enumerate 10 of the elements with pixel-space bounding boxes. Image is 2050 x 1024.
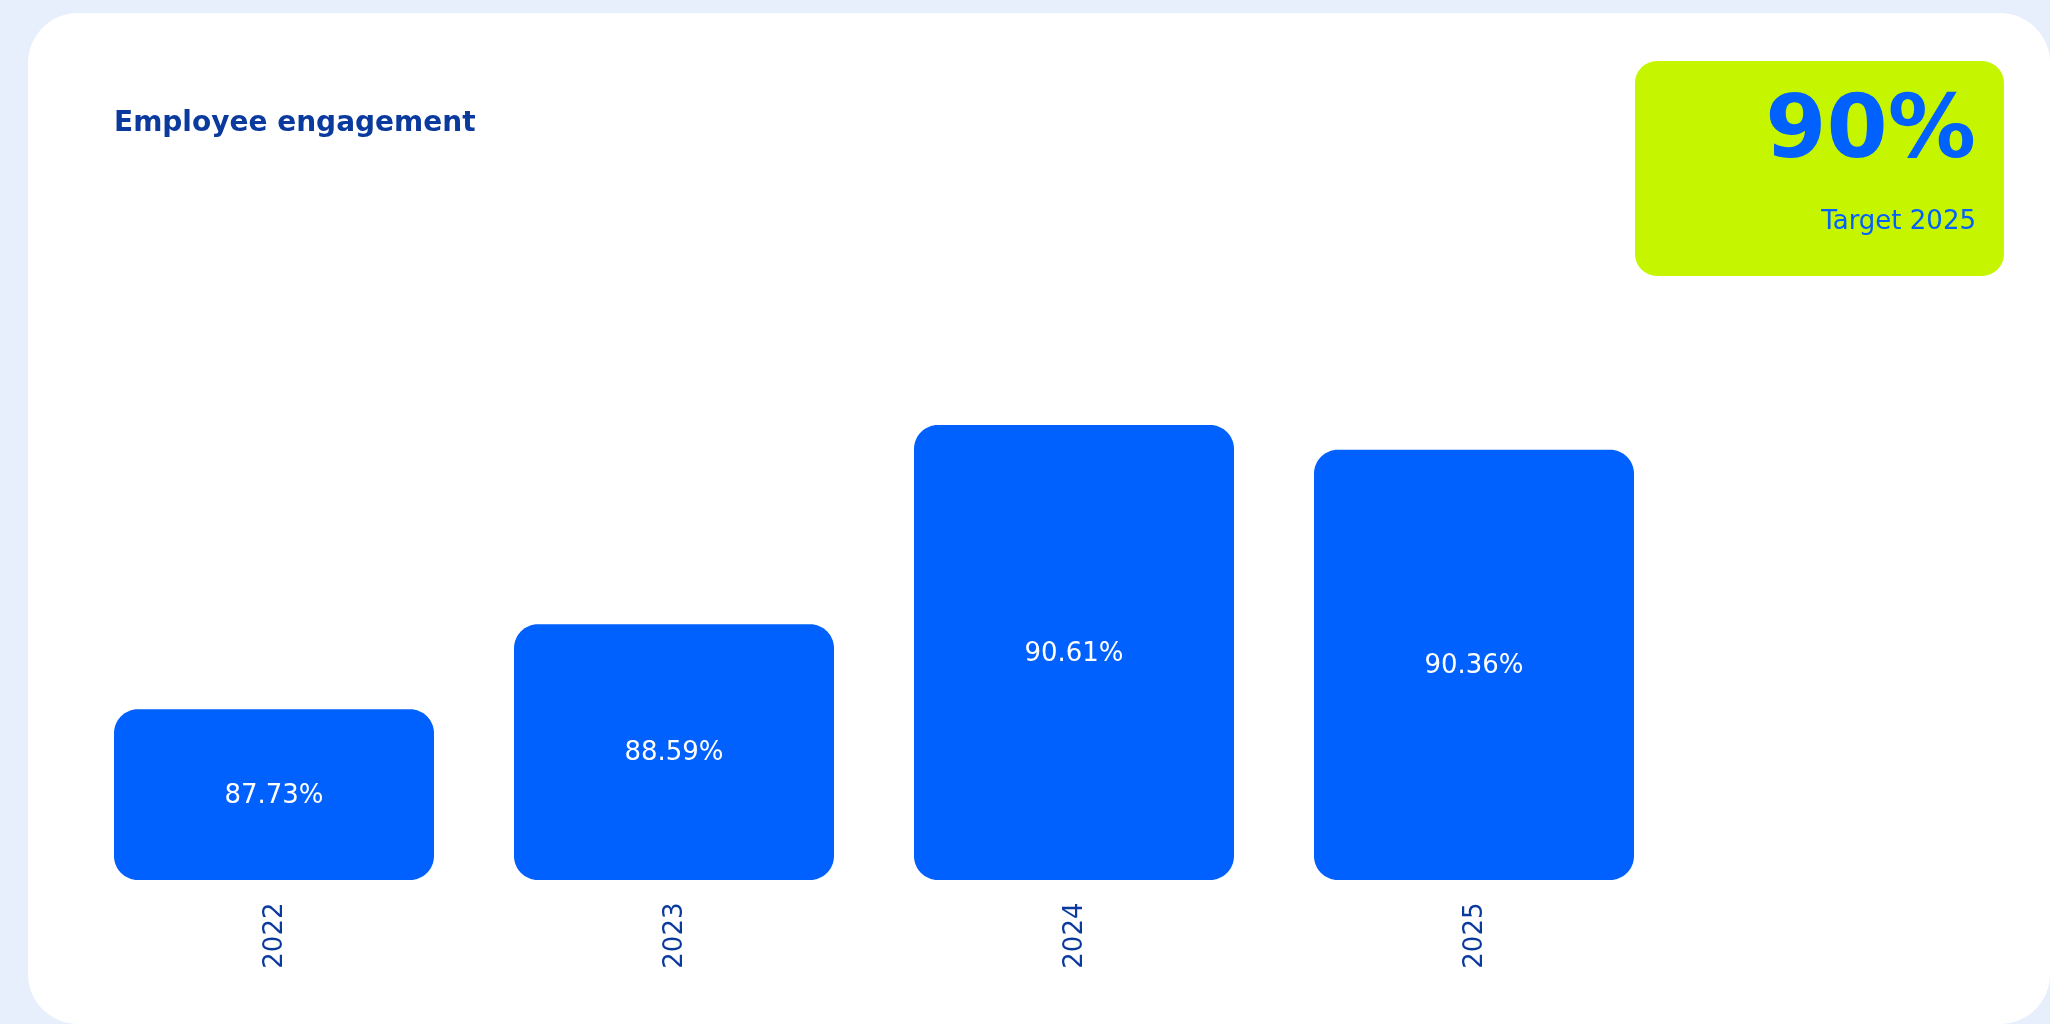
data-label: 90.61% xyxy=(1024,636,1124,667)
data-label: 87.73% xyxy=(224,778,324,809)
data-label: 90.36% xyxy=(1424,648,1524,679)
x-tick-label: 2022 xyxy=(258,902,288,969)
data-label: 88.59% xyxy=(624,736,724,767)
target-card: 90% Target 2025 xyxy=(1635,61,2004,276)
x-tick-label: 2023 xyxy=(658,902,688,969)
x-tick-label: 2025 xyxy=(1458,902,1488,969)
x-tick-label: 2024 xyxy=(1058,902,1088,969)
chart-title: Employee engagement xyxy=(114,105,476,138)
